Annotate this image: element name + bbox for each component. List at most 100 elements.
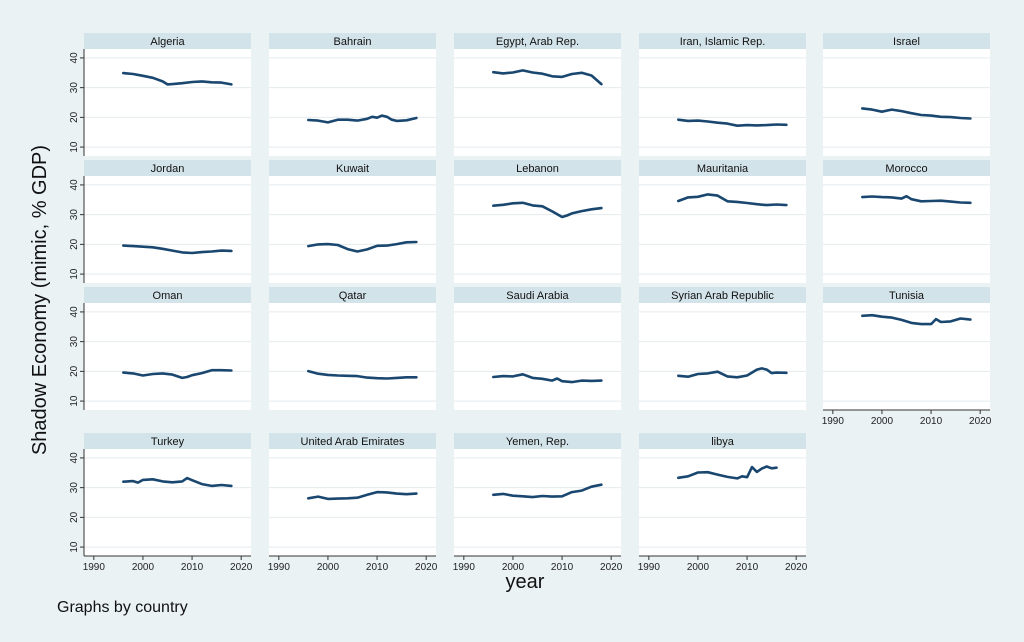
y-tick-label: 40 <box>69 306 80 318</box>
plot-area <box>639 449 806 556</box>
series-line <box>122 368 233 380</box>
panel-kuwait: Kuwait <box>269 160 436 283</box>
series-line <box>676 193 788 207</box>
panel-header <box>639 160 806 176</box>
y-tick-label: 20 <box>69 365 80 377</box>
x-tick-label: 2020 <box>230 562 253 573</box>
plot-area <box>269 449 436 556</box>
y-tick-label: 10 <box>69 268 80 280</box>
y-tick-label: 30 <box>69 82 80 94</box>
panel-oman: Oman 10 20 30 40 <box>69 287 251 410</box>
y-tick-label: 20 <box>69 111 80 123</box>
series-line <box>676 367 788 379</box>
x-tick-label: 2010 <box>736 562 759 573</box>
plot-area <box>84 176 251 283</box>
panel-header <box>454 33 621 49</box>
y-axis-title: Shadow Economy (mimic, % GDP) <box>29 145 51 455</box>
plot-area <box>269 303 436 410</box>
panel-tunisia: Tunisia 1990 2000 2010 2020 <box>822 287 992 427</box>
series-line <box>306 240 418 253</box>
panel-title: Egypt, Arab Rep. <box>496 36 579 48</box>
panel-header <box>84 287 251 303</box>
panel-title: Turkey <box>151 436 185 448</box>
panel-header <box>454 433 621 449</box>
plot-area <box>84 449 251 556</box>
plot-area <box>269 176 436 283</box>
panel-title: Bahrain <box>334 36 372 48</box>
panel-bahrain: Bahrain <box>269 33 436 156</box>
plot-area <box>454 176 621 283</box>
x-tick-label: 2020 <box>415 562 438 573</box>
plot-area <box>639 303 806 410</box>
panel-title: Tunisia <box>889 290 925 302</box>
panel-title: Syrian Arab Republic <box>671 290 774 302</box>
x-tick-label: 1990 <box>453 562 476 573</box>
plot-area <box>454 303 621 410</box>
panel-egypt-arab-rep-: Egypt, Arab Rep. <box>454 33 621 156</box>
series-line <box>491 69 603 86</box>
series-line <box>491 372 603 384</box>
x-tick-label: 2020 <box>785 562 808 573</box>
panel-qatar: Qatar <box>269 287 436 410</box>
x-tick-label: 2010 <box>920 416 943 427</box>
panel-turkey: Turkey 10 20 30 40 1990 2000 2010 2020 <box>69 433 253 573</box>
plot-area <box>639 49 806 156</box>
x-tick-label: 2020 <box>969 416 992 427</box>
panel-united-arab-emirates: United Arab Emirates 1990 2000 2010 2020 <box>268 433 438 573</box>
panel-yemen-rep-: Yemen, Rep. 1990 2000 2010 2020 <box>453 433 623 573</box>
panel-jordan: Jordan 10 20 30 40 <box>69 160 251 283</box>
panel-header <box>269 287 436 303</box>
x-tick-label: 2000 <box>132 562 155 573</box>
y-tick-label: 30 <box>69 209 80 221</box>
panel-title: Mauritania <box>697 163 749 175</box>
panel-title: Israel <box>893 36 920 48</box>
series-line <box>122 71 233 86</box>
panel-header <box>823 287 990 303</box>
series-line <box>491 483 603 499</box>
panel-title: Oman <box>153 290 183 302</box>
panel-header <box>269 33 436 49</box>
y-tick-label: 10 <box>69 395 80 407</box>
panel-header <box>84 160 251 176</box>
x-tick-label: 1990 <box>638 562 661 573</box>
panel-title: libya <box>711 436 735 448</box>
x-tick-label: 1990 <box>822 416 845 427</box>
panel-libya: libya 1990 2000 2010 2020 <box>638 433 808 573</box>
series-line <box>860 107 972 120</box>
plot-area <box>639 176 806 283</box>
panel-header <box>84 33 251 49</box>
y-tick-label: 40 <box>69 52 80 64</box>
x-tick-label: 2010 <box>366 562 389 573</box>
panel-header <box>639 33 806 49</box>
plot-area <box>84 303 251 410</box>
panel-title: Yemen, Rep. <box>506 436 569 448</box>
panel-algeria: Algeria 10 20 30 40 <box>69 33 251 156</box>
panel-header <box>84 433 251 449</box>
x-tick-label: 2000 <box>687 562 710 573</box>
panel-lebanon: Lebanon <box>454 160 621 283</box>
panel-header <box>454 160 621 176</box>
panel-title: United Arab Emirates <box>301 436 405 448</box>
graphs-by-note: Graphs by country <box>57 599 188 616</box>
panel-header <box>269 433 436 449</box>
panel-mauritania: Mauritania <box>639 160 806 283</box>
panel-title: Algeria <box>150 36 185 48</box>
y-tick-label: 10 <box>69 141 80 153</box>
plot-area <box>84 49 251 156</box>
y-tick-label: 30 <box>69 482 80 494</box>
plot-area <box>823 49 990 156</box>
panel-header <box>454 287 621 303</box>
series-line <box>122 476 233 488</box>
panel-morocco: Morocco <box>823 160 990 283</box>
panel-header <box>639 287 806 303</box>
x-tick-label: 2020 <box>600 562 623 573</box>
series-line <box>306 490 418 501</box>
panel-title: Lebanon <box>516 163 559 175</box>
panel-title: Kuwait <box>336 163 369 175</box>
series-line <box>306 114 418 124</box>
y-tick-label: 20 <box>69 511 80 523</box>
series-line <box>676 465 778 480</box>
panel-iran-islamic-rep-: Iran, Islamic Rep. <box>639 33 806 156</box>
panel-saudi-arabia: Saudi Arabia <box>454 287 621 410</box>
